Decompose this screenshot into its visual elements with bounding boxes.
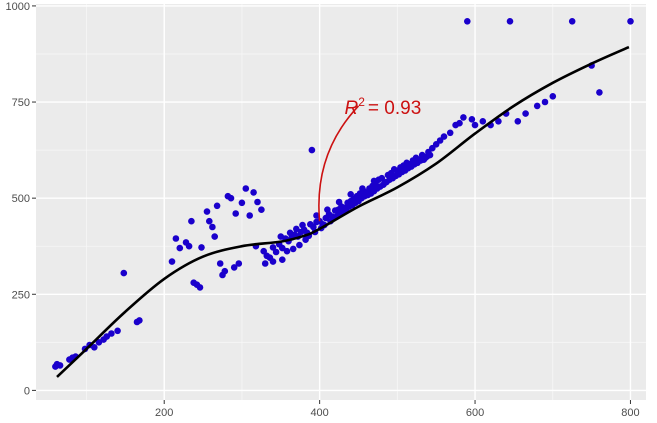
x-tick-label: 800 [621,407,639,419]
data-point [108,330,115,337]
data-point [293,225,300,233]
data-point [522,110,529,117]
data-point [136,317,143,324]
data-point [310,223,317,231]
data-point [289,245,297,253]
data-point [269,258,277,265]
y-axis-ticks: 0 250 500 750 1000 [6,1,36,397]
data-point [286,229,294,237]
data-point [258,206,265,213]
data-point [120,269,128,277]
x-tick-label: 600 [466,407,484,419]
annotation-value: = 0.93 [368,98,421,119]
data-point [216,260,224,267]
data-point [246,212,253,219]
data-point [335,198,343,206]
y-tick-label: 1000 [6,1,30,13]
data-point [250,189,257,196]
data-point [254,198,261,206]
data-point [324,206,331,213]
data-point [221,267,229,275]
data-point [568,18,576,25]
x-tick-label: 200 [155,407,173,419]
data-point [533,102,541,110]
data-point [185,242,193,250]
data-point [460,114,467,121]
data-point [347,191,355,198]
data-point [426,151,434,159]
data-point [198,244,205,251]
y-tick-label: 500 [12,193,30,205]
data-point [56,362,64,369]
y-tick-label: 250 [12,289,30,301]
data-point [114,327,121,335]
data-point [209,223,216,231]
data-point [495,118,502,125]
annotation-label: R2 = 0.93 [345,95,422,119]
data-point [549,93,557,100]
data-point [359,185,366,192]
data-point [227,194,235,202]
data-point [279,256,286,264]
data-point [541,98,549,106]
data-point [279,244,286,252]
data-point [213,202,221,210]
data-point [479,118,487,125]
data-point [91,344,98,351]
annotation-arrow [318,105,360,222]
data-point [230,264,238,271]
data-point [277,233,285,240]
data-point [299,221,306,229]
fit-curve [56,45,630,378]
data-point [514,118,522,125]
data-point [103,333,110,340]
data-point [440,133,448,140]
data-point [261,260,269,267]
data-point [283,247,291,255]
data-point [232,210,239,217]
data-point [308,146,316,154]
data-point [272,248,280,256]
data-point [211,233,218,240]
data-point [313,212,320,219]
data-point [456,119,463,127]
data-point [471,121,479,129]
data-point [370,177,378,185]
x-axis-ticks: 200 400 600 800 [155,400,640,419]
data-point [446,129,454,137]
data-point [296,241,303,249]
data-point [506,18,514,25]
data-point [238,199,246,207]
data-point [188,217,195,225]
annotation-symbol: R [345,98,359,119]
data-point [203,208,211,215]
data-point [172,235,180,242]
data-point [206,217,213,225]
y-tick-label: 750 [12,97,30,109]
data-point [627,18,634,25]
y-tick-label: 0 [24,385,30,397]
data-point [176,244,184,252]
x-tick-label: 400 [310,407,328,419]
data-point [242,185,250,192]
data-point [464,18,471,25]
annotation-superscript: 2 [358,95,365,109]
data-point [468,116,476,123]
r-squared-annotation: R2 = 0.93 [318,95,422,222]
data-point [168,258,176,265]
data-point [196,284,204,291]
data-point [596,89,603,96]
data-point [235,260,243,267]
